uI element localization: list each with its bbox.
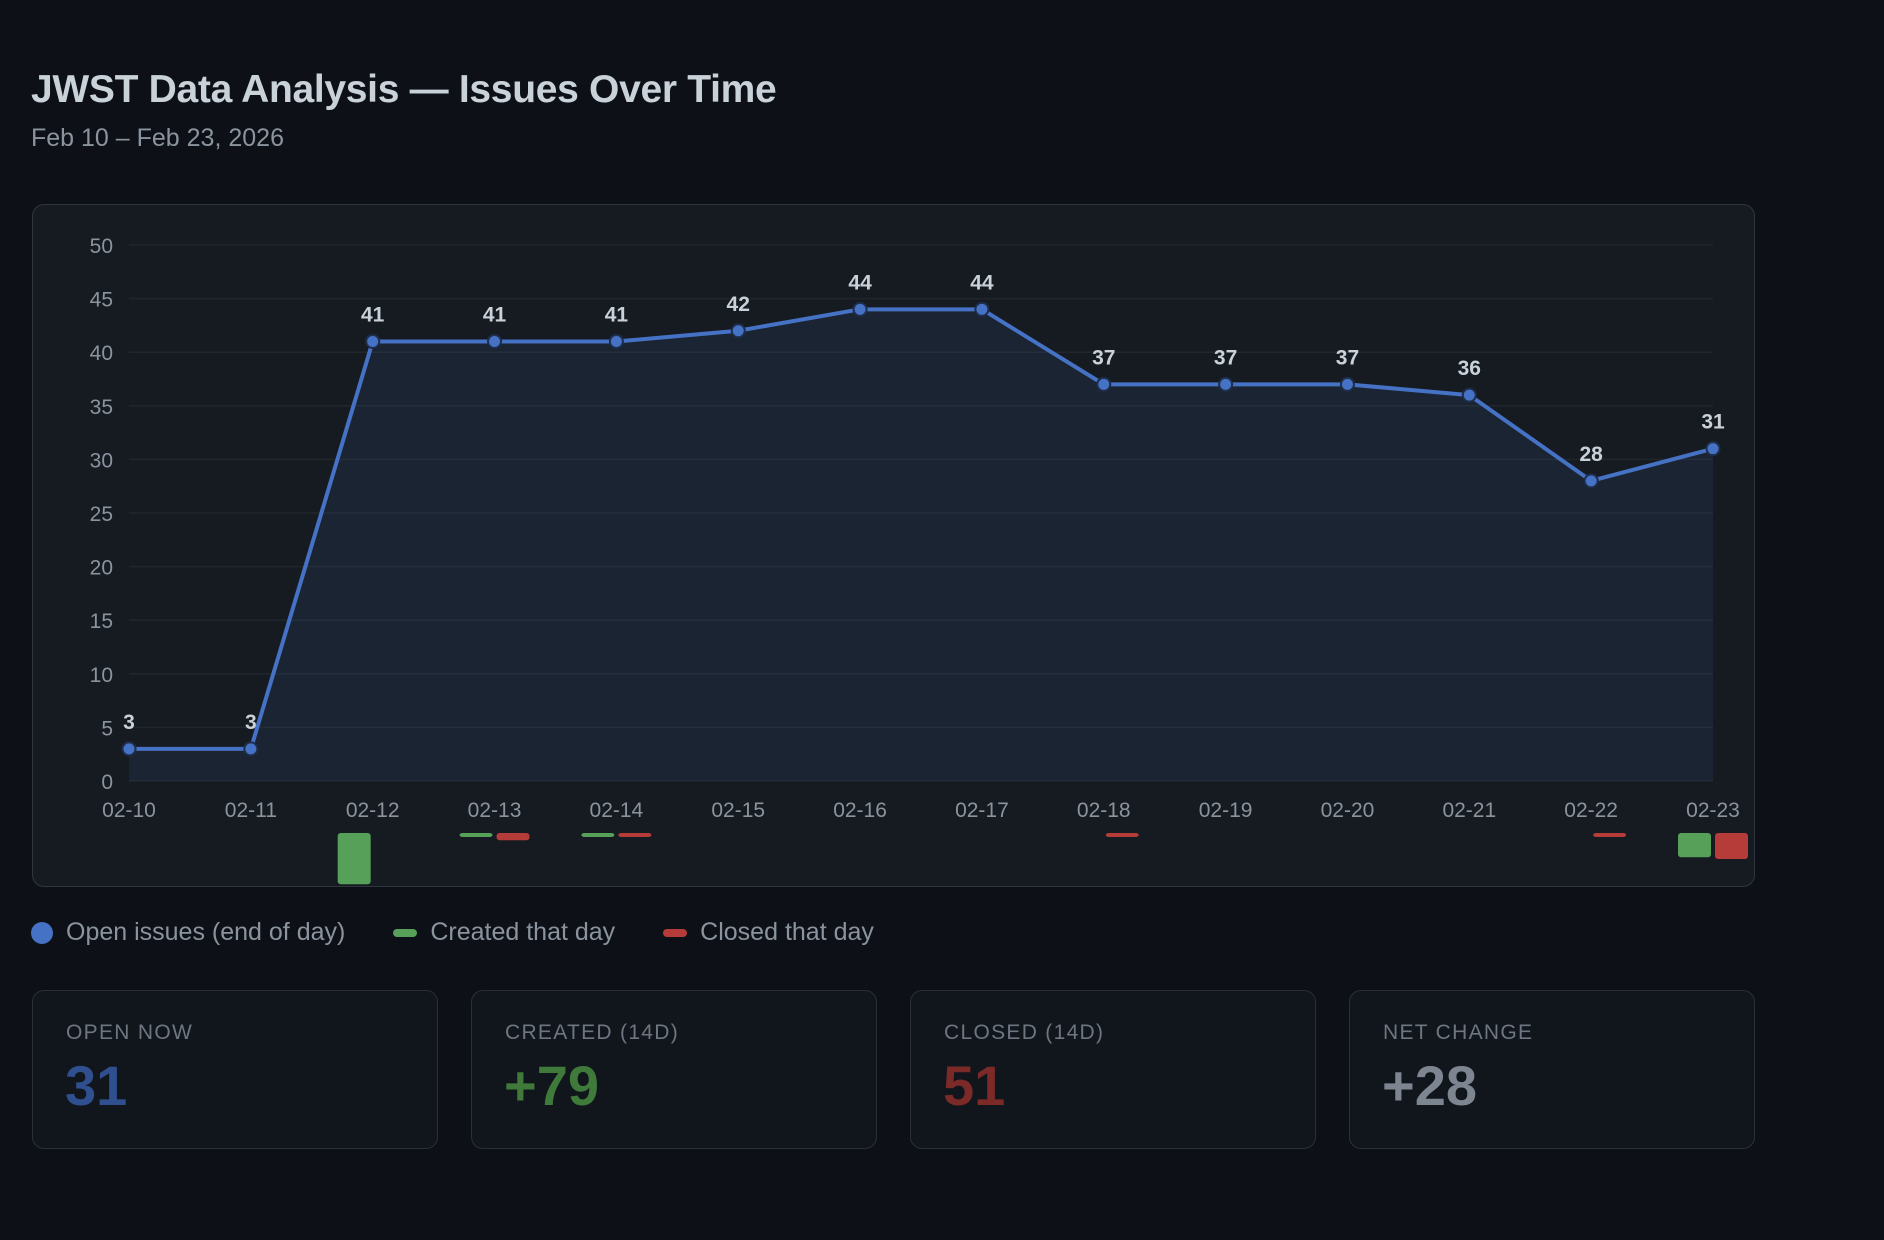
- stat-label: CREATED (14D): [505, 1021, 680, 1044]
- legend-item-created: Created that day: [393, 918, 615, 947]
- y-tick-label: 35: [90, 396, 113, 419]
- stat-card-closed: CLOSED (14D) 51: [910, 990, 1316, 1149]
- legend-item-open: Open issues (end of day): [31, 918, 345, 947]
- page-subtitle: Feb 10 – Feb 23, 2026: [31, 124, 284, 152]
- open-issues-area: [129, 309, 1713, 781]
- x-tick-label: 02-11: [225, 799, 277, 822]
- closed-bar: [1593, 833, 1627, 837]
- data-label: 44: [970, 271, 994, 294]
- closed-bar: [1105, 833, 1139, 837]
- closed-bar: [496, 833, 530, 841]
- open-issues-dot-icon: [31, 921, 53, 944]
- x-tick-label: 02-22: [1564, 799, 1618, 822]
- x-tick-label: 02-12: [346, 799, 400, 822]
- x-tick-label: 02-14: [590, 799, 644, 822]
- created-bar: [459, 833, 493, 837]
- y-tick-label: 40: [90, 342, 113, 365]
- created-bar: [337, 833, 371, 885]
- stat-card-net-change: NET CHANGE +28: [1349, 990, 1755, 1149]
- data-point: [121, 741, 137, 757]
- data-label: 44: [848, 271, 872, 294]
- data-label: 42: [727, 293, 750, 316]
- data-label: 41: [605, 303, 629, 326]
- closed-bar: [618, 833, 652, 837]
- legend-created-label: Created that day: [430, 918, 616, 946]
- open-issues-line: [129, 307, 1714, 751]
- data-point: [1705, 441, 1721, 457]
- x-tick-label: 02-20: [1321, 799, 1375, 822]
- x-tick-label: 02-18: [1077, 799, 1131, 822]
- data-label: 3: [123, 711, 135, 734]
- x-tick-label: 02-16: [833, 799, 887, 822]
- x-tick-label: 02-15: [711, 799, 765, 822]
- data-point: [487, 333, 503, 349]
- data-point: [1339, 376, 1355, 392]
- x-tick-label: 02-10: [102, 799, 156, 822]
- page-title: JWST Data Analysis — Issues Over Time: [31, 68, 777, 111]
- stat-label: OPEN NOW: [66, 1021, 194, 1044]
- data-label: 37: [1092, 346, 1115, 369]
- data-label: 41: [483, 303, 507, 326]
- y-tick-label: 10: [90, 664, 113, 687]
- stat-label: CLOSED (14D): [944, 1021, 1105, 1044]
- stat-value: +79: [504, 1054, 599, 1117]
- data-point: [852, 301, 868, 317]
- y-tick-label: 5: [101, 717, 113, 740]
- legend-open-label: Open issues (end of day): [66, 918, 346, 946]
- legend-item-closed: Closed that day: [663, 918, 874, 947]
- chart-card: 0 5 10 15 20 25 30 35 40 45 50 3 3 41 41 41 42 44 44 37 37 37…: [32, 204, 1755, 887]
- closed-bar: [1715, 833, 1748, 859]
- x-tick-label: 02-17: [955, 799, 1009, 822]
- y-tick-label: 50: [90, 235, 113, 258]
- data-point: [1461, 387, 1477, 403]
- y-tick-label: 30: [90, 449, 113, 472]
- x-tick-label: 02-13: [468, 799, 522, 822]
- y-tick-label: 25: [90, 503, 113, 526]
- data-point: [608, 333, 624, 349]
- x-tick-label: 02-19: [1199, 799, 1253, 822]
- stat-value: 31: [65, 1054, 128, 1117]
- created-bar: [1678, 833, 1711, 858]
- stat-value: +28: [1382, 1054, 1477, 1117]
- y-tick-label: 45: [90, 289, 113, 312]
- closed-bar-icon: [663, 928, 688, 937]
- data-point: [730, 323, 746, 339]
- y-tick-label: 20: [90, 557, 113, 580]
- y-tick-label: 0: [101, 771, 113, 794]
- data-label: 41: [361, 303, 385, 326]
- data-point: [1218, 376, 1234, 392]
- x-tick-label: 02-21: [1442, 799, 1496, 822]
- data-point: [365, 333, 381, 349]
- created-bar-icon: [393, 928, 418, 937]
- x-tick-label: 02-23: [1686, 799, 1740, 822]
- stat-label: NET CHANGE: [1383, 1021, 1534, 1044]
- data-label: 28: [1579, 443, 1603, 466]
- legend-closed-label: Closed that day: [700, 918, 874, 946]
- data-label: 37: [1214, 346, 1237, 369]
- stat-value: 51: [943, 1054, 1006, 1117]
- y-tick-label: 15: [90, 610, 113, 633]
- data-label: 31: [1701, 411, 1725, 434]
- data-point: [974, 301, 990, 317]
- data-label: 36: [1458, 357, 1481, 380]
- issues-chart: 0 5 10 15 20 25 30 35 40 45 50 3 3 41 41 41 42 44 44 37 37 37…: [90, 235, 1748, 885]
- data-label: 3: [245, 711, 257, 734]
- chart-legend: Open issues (end of day) Created that da…: [31, 918, 922, 947]
- data-point: [1096, 376, 1112, 392]
- data-label: 37: [1336, 346, 1359, 369]
- data-point: [243, 741, 259, 757]
- created-bar: [581, 833, 615, 837]
- stat-card-created: CREATED (14D) +79: [471, 990, 877, 1149]
- stat-card-open-now: OPEN NOW 31: [32, 990, 438, 1149]
- data-point: [1583, 473, 1599, 489]
